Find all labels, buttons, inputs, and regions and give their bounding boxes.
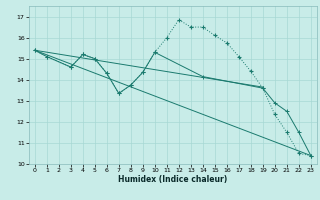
X-axis label: Humidex (Indice chaleur): Humidex (Indice chaleur) [118, 175, 228, 184]
